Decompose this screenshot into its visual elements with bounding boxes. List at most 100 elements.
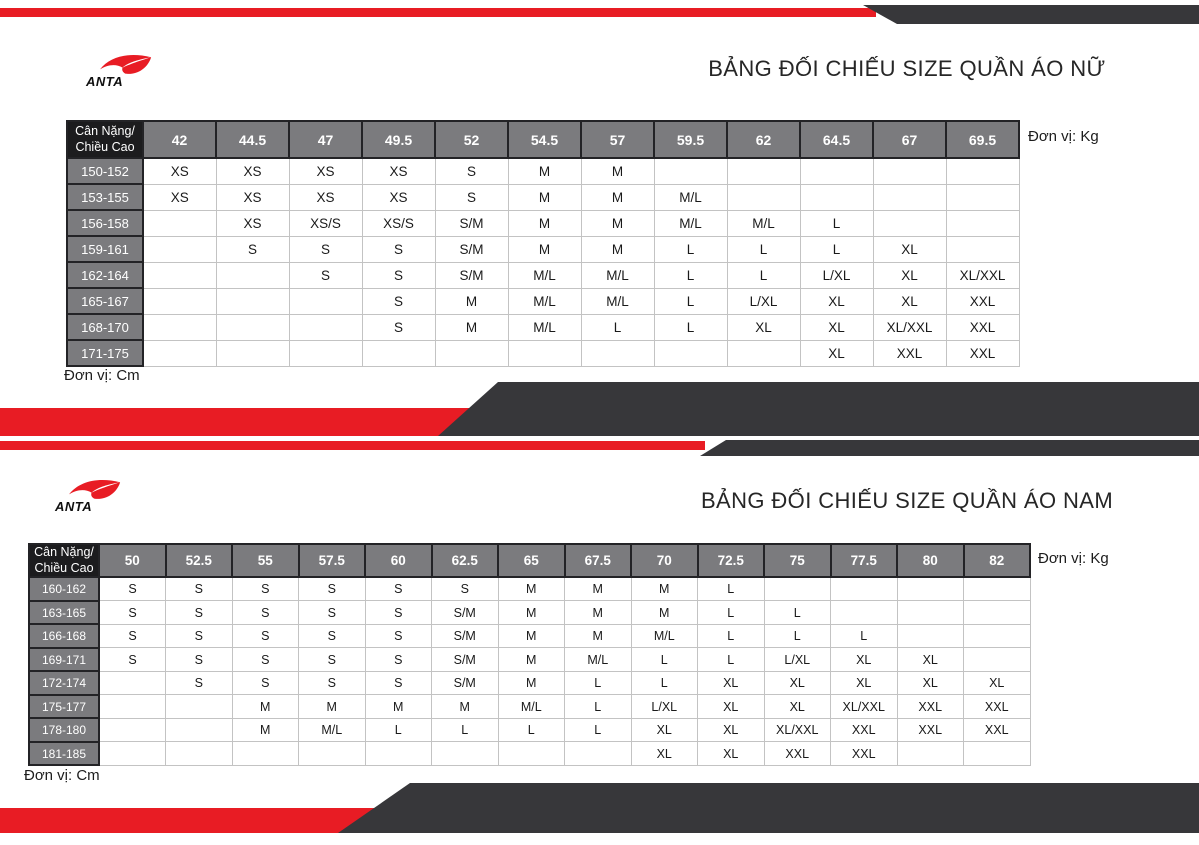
height-label-cell: 166-168 xyxy=(28,623,100,649)
weight-header-cell: 64.5 xyxy=(799,120,874,159)
size-cell xyxy=(98,741,166,766)
size-cell: L xyxy=(630,670,698,696)
size-cell: XS xyxy=(215,183,290,211)
middle-dark-stripe xyxy=(700,440,1199,456)
size-cell: M xyxy=(564,600,632,625)
size-cell: L xyxy=(697,576,765,602)
size-cell: XL/XXL xyxy=(830,694,898,719)
size-cell: S xyxy=(98,576,166,602)
size-row: 159-161 S S S S/M M M L L L XL xyxy=(66,235,1020,263)
size-cell xyxy=(288,339,363,367)
size-cell: XL/XXL xyxy=(872,313,947,341)
size-cell xyxy=(872,209,947,237)
women-title: BẢNG ĐỐI CHIẾU SIZE QUẦN ÁO NỮ xyxy=(708,56,1106,81)
size-cell xyxy=(564,741,632,766)
size-cell: S xyxy=(98,623,166,649)
size-cell: M xyxy=(580,183,655,211)
size-cell xyxy=(963,600,1031,625)
size-cell: XS/S xyxy=(361,209,436,237)
size-cell: L xyxy=(564,717,632,743)
size-cell xyxy=(896,576,964,602)
weight-header-cell: 59.5 xyxy=(653,120,728,159)
size-cell: M xyxy=(364,694,432,719)
size-cell: M xyxy=(507,183,582,211)
size-cell xyxy=(142,209,217,237)
size-cell xyxy=(364,741,432,766)
size-cell: L xyxy=(653,261,728,289)
size-cell: L/XL xyxy=(630,694,698,719)
size-cell: M xyxy=(497,576,565,602)
size-cell: XXL xyxy=(872,339,947,367)
bottom-dark-ribbon xyxy=(338,783,1199,833)
size-cell: S xyxy=(165,600,233,625)
men-size-table: Cân Nặng/ Chiều Cao 50 52.5 55 57.5 60 62.5 65 6… xyxy=(28,542,1031,767)
size-cell: L xyxy=(564,670,632,696)
weight-header-cell: 67.5 xyxy=(563,542,632,579)
size-cell: M xyxy=(507,157,582,185)
size-cell: S/M xyxy=(434,235,509,263)
size-cell: S xyxy=(298,623,366,649)
middle-dark-ribbon xyxy=(438,382,1199,436)
size-cell: M/L xyxy=(580,287,655,315)
size-cell: S xyxy=(364,670,432,696)
size-cell: M xyxy=(231,717,299,743)
anta-logo-women: ANTA xyxy=(86,52,166,100)
size-cell: M xyxy=(497,623,565,649)
weight-header-cell: 52 xyxy=(434,120,509,159)
anta-logo-text: ANTA xyxy=(55,499,93,514)
size-cell: XL xyxy=(630,717,698,743)
height-label-cell: 169-171 xyxy=(28,646,100,673)
size-cell: S xyxy=(165,670,233,696)
size-cell: XXL xyxy=(963,717,1031,743)
height-label-cell: 181-185 xyxy=(28,740,100,767)
height-label-cell: 163-165 xyxy=(28,599,100,626)
weight-header-cell: 62.5 xyxy=(430,542,499,579)
size-cell: M xyxy=(497,600,565,625)
size-cell xyxy=(653,157,728,185)
size-cell: L/XL xyxy=(763,647,831,672)
size-row: 162-164 S S S/M M/L M/L L L L/XL XL XL/XXL xyxy=(66,261,1020,289)
anta-logo-men: ANTA xyxy=(55,477,135,525)
size-cell: S xyxy=(231,623,299,649)
size-cell: M/L xyxy=(564,647,632,672)
size-cell: XL xyxy=(799,313,874,341)
size-row: 160-162 S S S S S S M M M L xyxy=(28,576,1031,602)
size-cell xyxy=(896,623,964,649)
size-row: 178-180 M M/L L L L L XL XL XL/XXL XXL XXL XXL xyxy=(28,717,1031,743)
size-cell xyxy=(165,741,233,766)
size-cell: M xyxy=(431,694,499,719)
size-cell: XL xyxy=(872,235,947,263)
height-label-cell: 159-161 xyxy=(66,235,144,263)
size-cell: S xyxy=(434,157,509,185)
size-cell: L xyxy=(653,313,728,341)
weight-header-cell: 55 xyxy=(231,542,300,579)
middle-red-stripe xyxy=(0,441,705,450)
size-cell: S xyxy=(231,576,299,602)
size-cell: S/M xyxy=(431,647,499,672)
size-cell: XXL xyxy=(963,694,1031,719)
weight-header-cell: 80 xyxy=(896,542,965,579)
weight-header-cell: 47 xyxy=(288,120,363,159)
size-cell: S xyxy=(431,576,499,602)
size-cell: L xyxy=(799,235,874,263)
size-cell: L xyxy=(799,209,874,237)
size-cell: S xyxy=(98,647,166,672)
size-cell xyxy=(142,287,217,315)
size-cell: M xyxy=(564,576,632,602)
size-cell: L xyxy=(697,647,765,672)
size-cell: M xyxy=(497,647,565,672)
weight-header-cell: 72.5 xyxy=(696,542,765,579)
size-cell xyxy=(215,339,290,367)
size-row: 172-174 S S S S S/M M L L XL XL XL XL XL xyxy=(28,670,1031,696)
size-cell: L xyxy=(726,261,801,289)
size-cell: L xyxy=(653,287,728,315)
unit-cm-label-women: Đơn vị: Cm xyxy=(64,367,140,384)
height-label-cell: 178-180 xyxy=(28,717,100,743)
size-cell xyxy=(872,157,947,185)
size-cell: S xyxy=(165,647,233,672)
size-cell xyxy=(431,741,499,766)
size-cell xyxy=(231,741,299,766)
size-cell: XL xyxy=(872,287,947,315)
size-cell: M/L xyxy=(497,694,565,719)
weight-header-cell: 75 xyxy=(763,542,832,579)
